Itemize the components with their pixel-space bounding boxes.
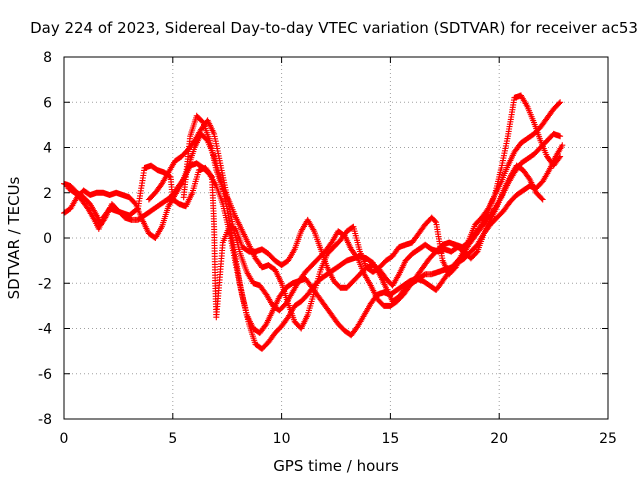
y-tick-label: -2 xyxy=(38,276,52,292)
axis-ticks: 0 5 10 15 20 25 -8 -6 -4 -2 0 2 4 6 8 xyxy=(38,50,617,447)
y-tick-label: 4 xyxy=(43,141,52,157)
y-axis-title: SDTVAR / TECUs xyxy=(5,176,23,299)
series-markers xyxy=(61,130,564,339)
chart-title: Day 224 of 2023, Sidereal Day-to-day VTE… xyxy=(30,19,638,37)
y-tick-label: 8 xyxy=(43,50,52,66)
series-4 xyxy=(180,92,564,332)
series-2 xyxy=(61,130,564,339)
data-marks xyxy=(61,92,566,352)
series-markers xyxy=(180,92,564,332)
y-tick-label: 2 xyxy=(43,186,52,202)
y-tick-label: -8 xyxy=(38,412,52,428)
y-tick-label: 0 xyxy=(43,231,52,247)
series-markers xyxy=(145,99,564,314)
x-tick-label: 5 xyxy=(168,431,177,447)
y-tick-label: -4 xyxy=(38,322,52,338)
x-tick-label: 10 xyxy=(273,431,291,447)
x-tick-label: 25 xyxy=(599,431,617,447)
y-tick-label: -6 xyxy=(38,367,52,383)
x-axis-title: GPS time / hours xyxy=(273,457,399,475)
series-5 xyxy=(145,99,564,314)
x-tick-label: 15 xyxy=(381,431,399,447)
x-tick-label: 0 xyxy=(60,431,69,447)
x-tick-label: 20 xyxy=(490,431,508,447)
y-tick-label: 6 xyxy=(43,95,52,111)
series-1 xyxy=(61,142,566,352)
series-markers xyxy=(61,142,566,352)
